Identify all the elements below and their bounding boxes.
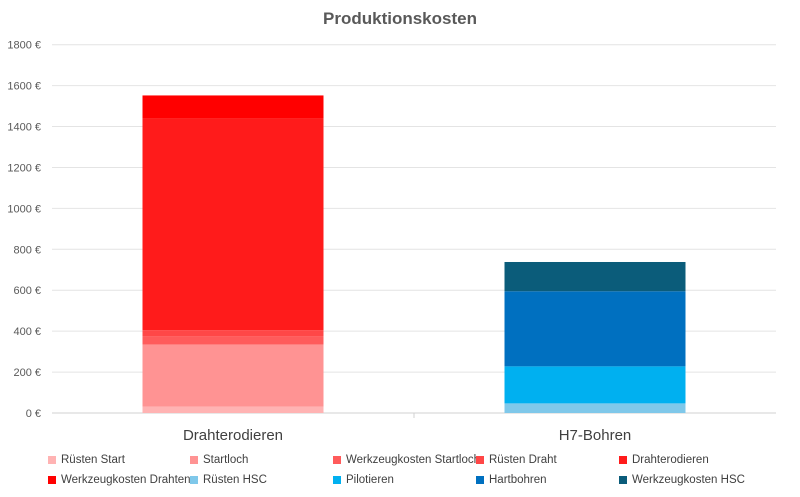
legend-item: Drahterodieren: [619, 454, 709, 466]
bar-segment-werkzeugkosten-startloch: [142, 336, 324, 345]
y-tick-label: 800 €: [13, 244, 41, 256]
y-tick-label: 1400 €: [7, 122, 41, 134]
bar-segment-pilotieren: [504, 366, 686, 404]
bar-segment-hartbohren: [504, 291, 686, 367]
y-tick-label: 1000 €: [7, 203, 41, 215]
legend-label: Hartbohren: [489, 474, 547, 486]
legend-item: Rüsten Draht: [476, 454, 557, 466]
legend-swatch: [190, 476, 198, 484]
legend-swatch: [619, 476, 627, 484]
y-tick-label: 200 €: [13, 367, 41, 379]
legend-label: Rüsten Draht: [489, 454, 557, 466]
legend-label: Rüsten HSC: [203, 474, 267, 486]
legend-label: Werkzeugkosten HSC: [632, 474, 745, 486]
legend-swatch: [48, 456, 56, 464]
legend-item: Werkzeugkosten HSC: [619, 474, 745, 486]
legend-item: Werkzeugkosten Startloch: [333, 454, 480, 466]
legend-label: Startloch: [203, 454, 249, 466]
legend-item: Hartbohren: [476, 474, 547, 486]
bar-segment-drahterodieren: [142, 118, 324, 331]
legend-label: Drahterodieren: [632, 454, 709, 466]
bar-segment-r-sten-draht: [142, 330, 324, 337]
legend-item: Werkzeugkosten Drahten: [48, 474, 191, 486]
legend-item: Rüsten HSC: [190, 474, 267, 486]
legend-item: Pilotieren: [333, 474, 394, 486]
legend-item: Startloch: [190, 454, 248, 466]
legend-swatch: [476, 476, 484, 484]
y-tick-label: 1600 €: [7, 81, 41, 93]
bar-segment-werkzeugkosten-hsc: [504, 261, 686, 292]
bar-segment-startloch: [142, 344, 324, 407]
legend-swatch: [619, 456, 627, 464]
legend-swatch: [476, 456, 484, 464]
legend-swatch: [190, 456, 198, 464]
legend-swatch: [333, 456, 341, 464]
bar-segment-r-sten-start: [142, 406, 324, 413]
y-tick-label: 1800 €: [7, 40, 41, 52]
y-tick-label: 600 €: [13, 285, 41, 297]
y-tick-label: 400 €: [13, 326, 41, 338]
x-tick-label: Drahterodieren: [183, 427, 283, 444]
legend-swatch: [48, 476, 56, 484]
y-tick-label: 1200 €: [7, 162, 41, 174]
legend-label: Rüsten Start: [61, 454, 125, 466]
y-tick-label: 0 €: [26, 408, 41, 420]
legend-item: Rüsten Start: [48, 454, 125, 466]
chart-title: Produktionskosten: [323, 9, 477, 28]
bar-segment-r-sten-hsc: [504, 403, 686, 413]
legend-label: Pilotieren: [346, 474, 394, 486]
bar-segment-werkzeugkosten-drahten: [142, 95, 324, 119]
legend-label: Werkzeugkosten Drahten: [61, 474, 191, 486]
x-tick-label: H7-Bohren: [559, 427, 632, 444]
legend-swatch: [333, 476, 341, 484]
legend-label: Werkzeugkosten Startloch: [346, 454, 481, 466]
